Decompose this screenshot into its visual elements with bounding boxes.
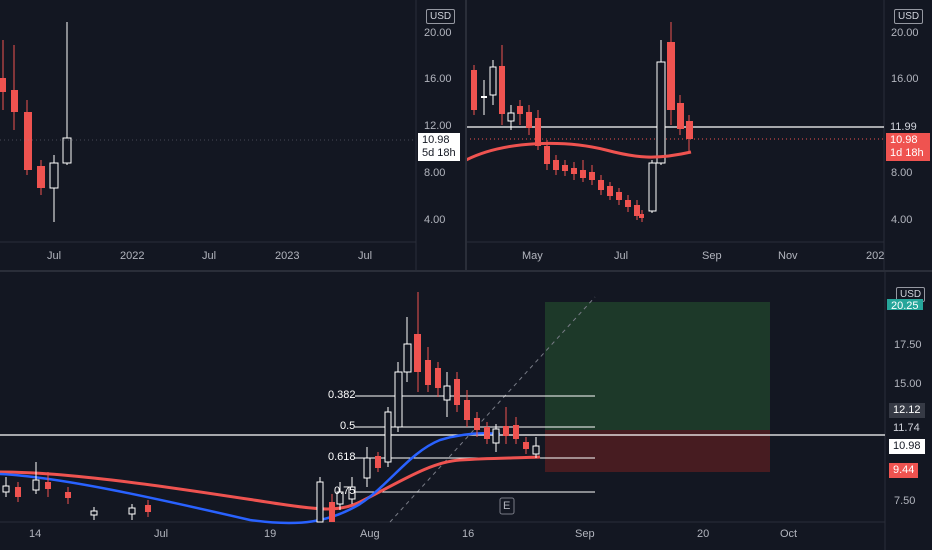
pane-divider-horizontal[interactable] (0, 270, 932, 272)
y-tick: 20.00 (424, 27, 452, 39)
y-tick: 16.00 (424, 73, 452, 85)
y-tick: 8.00 (424, 167, 446, 179)
stop-price-tag: 9.44 (889, 463, 919, 478)
y-tick: 17.50 (894, 339, 922, 351)
event-marker[interactable]: E (503, 500, 511, 512)
bar-countdown: 5d 18h (422, 147, 456, 159)
last-price-tag: 10.98 5d 18h (418, 133, 460, 161)
x-tick: 19 (264, 528, 277, 540)
chart-pane-top-left[interactable]: USD 20.00 16.00 12.00 8.00 4.00 10.98 5d… (0, 0, 466, 270)
y-tick: 12.00 (424, 120, 452, 132)
y-tick: 8.00 (891, 167, 913, 179)
y-tick: 4.00 (891, 214, 913, 226)
candles-top-left (0, 0, 417, 270)
x-tick: 2022 (120, 250, 145, 262)
x-tick: Sep (702, 250, 722, 262)
hline-price-tag: 11.99 (886, 120, 921, 135)
y-tick: 4.00 (424, 214, 446, 226)
x-tick: 202 (866, 250, 885, 262)
y-tick: 15.00 (894, 378, 922, 390)
candles-group (471, 22, 693, 222)
price-tag: 12.12 (889, 403, 925, 418)
x-tick: Oct (780, 528, 798, 540)
x-tick: Jul (614, 250, 629, 262)
target-price-tag: 20.25 (887, 299, 923, 310)
x-tick: Aug (360, 528, 380, 540)
last-price: 10.98 (422, 134, 450, 146)
y-tick: 7.50 (894, 495, 916, 507)
candles-group (0, 22, 72, 222)
x-tick: Sep (575, 528, 595, 540)
x-tick: Jul (358, 250, 373, 262)
x-tick: 2023 (275, 250, 300, 262)
last-price: 10.98 (890, 134, 918, 146)
pane-divider-vertical[interactable] (465, 0, 467, 270)
y-tick: 20.00 (891, 27, 919, 39)
x-tick: 14 (29, 528, 42, 540)
x-tick: 16 (462, 528, 475, 540)
chart-pane-bottom[interactable]: E 0.382 0.5 0.618 0.75 USD 20.25 17.50 1… (0, 272, 932, 550)
candles-bottom (0, 272, 886, 550)
x-tick: Nov (778, 250, 798, 262)
currency-label: USD (426, 9, 456, 24)
last-price-tag: 10.98 1d 18h (886, 133, 930, 161)
fib-label: 0.75 (334, 485, 356, 497)
last-price-tag: 10.98 (889, 439, 925, 454)
currency-label: USD (894, 9, 924, 24)
bar-countdown: 1d 18h (890, 147, 924, 159)
fib-label: 0.618 (328, 451, 356, 463)
y-tick: 16.00 (891, 73, 919, 85)
x-tick: Jul (202, 250, 217, 262)
chart-pane-top-right[interactable]: USD 20.00 16.00 11.99 10.98 1d 18h 8.00 … (466, 0, 932, 270)
x-tick: Jul (154, 528, 169, 540)
x-tick: May (522, 250, 543, 262)
x-tick: Jul (47, 250, 62, 262)
candles-top-right (466, 0, 885, 270)
fib-label: 0.5 (340, 420, 356, 432)
x-tick: 20 (697, 528, 710, 540)
fib-label: 0.382 (328, 389, 356, 401)
price-tag: 11.74 (889, 421, 924, 436)
candles-group (2, 292, 540, 523)
